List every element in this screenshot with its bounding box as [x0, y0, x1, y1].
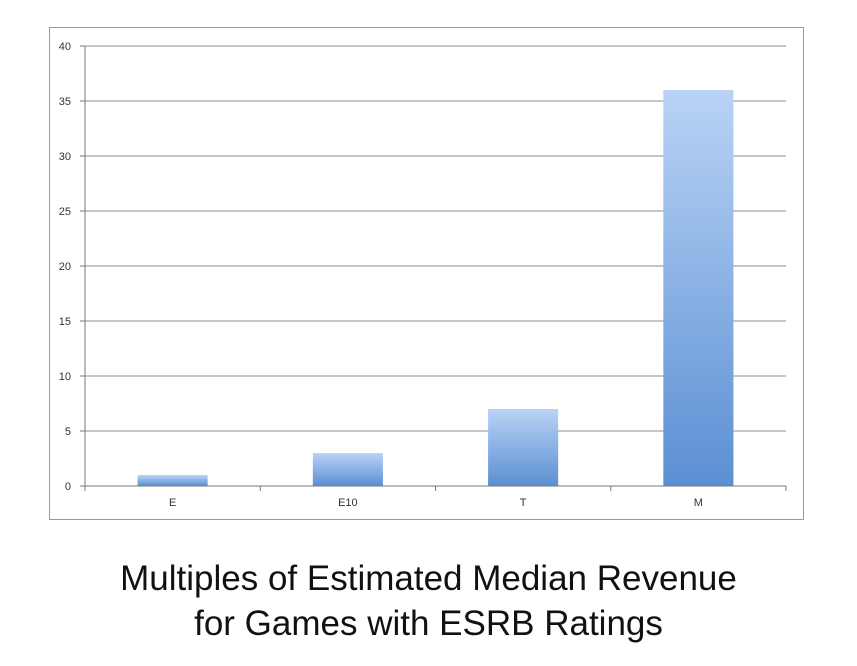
y-tick-label: 35	[59, 96, 71, 108]
axes	[80, 45, 787, 491]
tick-labels: 0 5 10 15 20 25 30 35 40 E E10 T M	[59, 41, 703, 509]
x-tick-label: M	[694, 497, 703, 509]
x-tick-label: E10	[338, 497, 358, 509]
bars	[137, 90, 734, 486]
x-tick-label: T	[520, 497, 527, 509]
caption-line-1: Multiples of Estimated Median Revenue	[120, 559, 737, 598]
bar-e10	[312, 453, 383, 486]
caption-line-2: for Games with ESRB Ratings	[194, 604, 663, 643]
chart-frame: 0 5 10 15 20 25 30 35 40 E E10 T M	[49, 27, 804, 520]
y-tick-label: 20	[59, 261, 71, 273]
bar-chart: 0 5 10 15 20 25 30 35 40 E E10 T M	[59, 41, 787, 509]
y-tick-label: 30	[59, 151, 71, 163]
y-tick-label: 25	[59, 206, 71, 218]
bar-t	[488, 409, 559, 486]
y-tick-label: 15	[59, 316, 71, 328]
bar-e	[137, 475, 208, 486]
x-tick-label: E	[169, 497, 176, 509]
chart-caption: Multiples of Estimated Median Revenue fo…	[0, 556, 857, 646]
bar-m	[663, 90, 734, 486]
y-tick-label: 5	[65, 426, 71, 438]
y-tick-label: 10	[59, 371, 71, 383]
gridlines	[85, 45, 786, 432]
y-tick-label: 40	[59, 41, 71, 53]
y-tick-label: 0	[65, 481, 71, 493]
